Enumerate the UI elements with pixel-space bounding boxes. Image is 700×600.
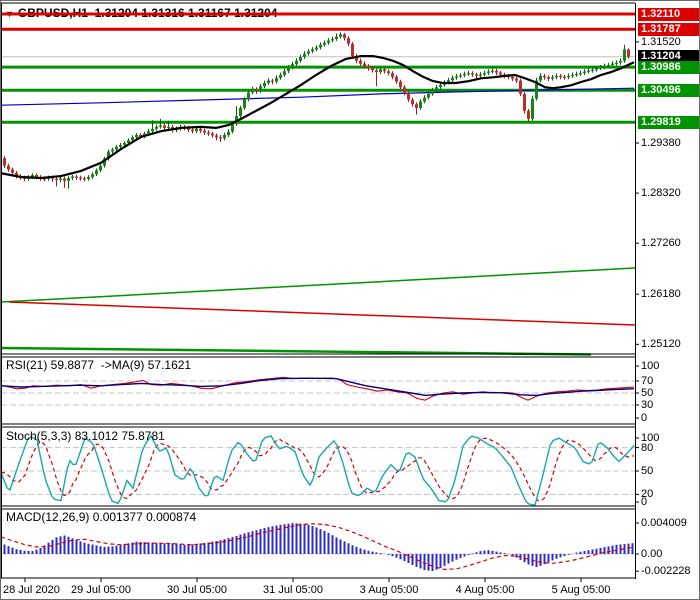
time-axis-label: 5 Aug 05:00: [551, 584, 611, 596]
price-axis-tick: 1.31520: [641, 35, 681, 48]
indicator-scale-label: 50: [641, 465, 654, 477]
price-axis-tick: 1.29380: [641, 137, 681, 149]
indicator-scale-label: 100: [641, 432, 660, 444]
indicator-scale-label: 100: [641, 360, 660, 372]
indicator-scale-label: 70: [641, 375, 654, 387]
indicator-scale-label: -0.002228: [641, 565, 691, 578]
indicator-scale-label: 20: [641, 488, 654, 501]
price-axis-label: 1.29819: [638, 115, 699, 129]
indicator-scale-label: 0.004009: [641, 517, 687, 529]
price-axis-label: 1.31787: [638, 22, 699, 36]
indicator-scale-label: 80: [641, 441, 654, 454]
price-axis-label: 1.30496: [638, 83, 699, 97]
candles: [3, 32, 630, 189]
macd-indicator-label: MACD(12,26,9) 0.001377 0.000874: [6, 510, 197, 524]
indicator-scale-label: 50: [641, 387, 654, 399]
price-axis-tick: 1.25120: [641, 338, 681, 351]
time-axis-label: 3 Aug 05:00: [359, 584, 419, 596]
stoch-indicator-label: Stoch(5,3,3) 83.1012 75.8781: [6, 429, 165, 443]
indicator-scale-label: 0: [641, 496, 648, 508]
price-axis-tick: 1.26180: [641, 288, 681, 301]
rsi-indicator-label: RSI(21) 59.8877 ->MA(9) 57.1621: [6, 358, 192, 372]
time-axis-label: 28 Jul 2020: [3, 584, 60, 596]
time-axis-label: 31 Jul 05:00: [263, 584, 323, 596]
time-axis-label: 29 Jul 05:00: [71, 584, 131, 596]
price-axis-tick: 1.28320: [641, 187, 681, 200]
indicator-scale-label: 0.00: [641, 548, 663, 560]
price-axis-label: 1.32110: [638, 7, 699, 21]
price-axis-tick: 1.27260: [641, 237, 681, 250]
time-axis-label: 30 Jul 05:00: [167, 584, 227, 596]
price-axis-label: 1.30986: [638, 60, 699, 74]
indicator-scale-label: 0: [641, 412, 648, 424]
time-axis-label: 4 Aug 05:00: [455, 584, 515, 596]
indicator-scale-label: 30: [641, 399, 654, 411]
price-axis-label: 1.31204: [638, 50, 699, 64]
